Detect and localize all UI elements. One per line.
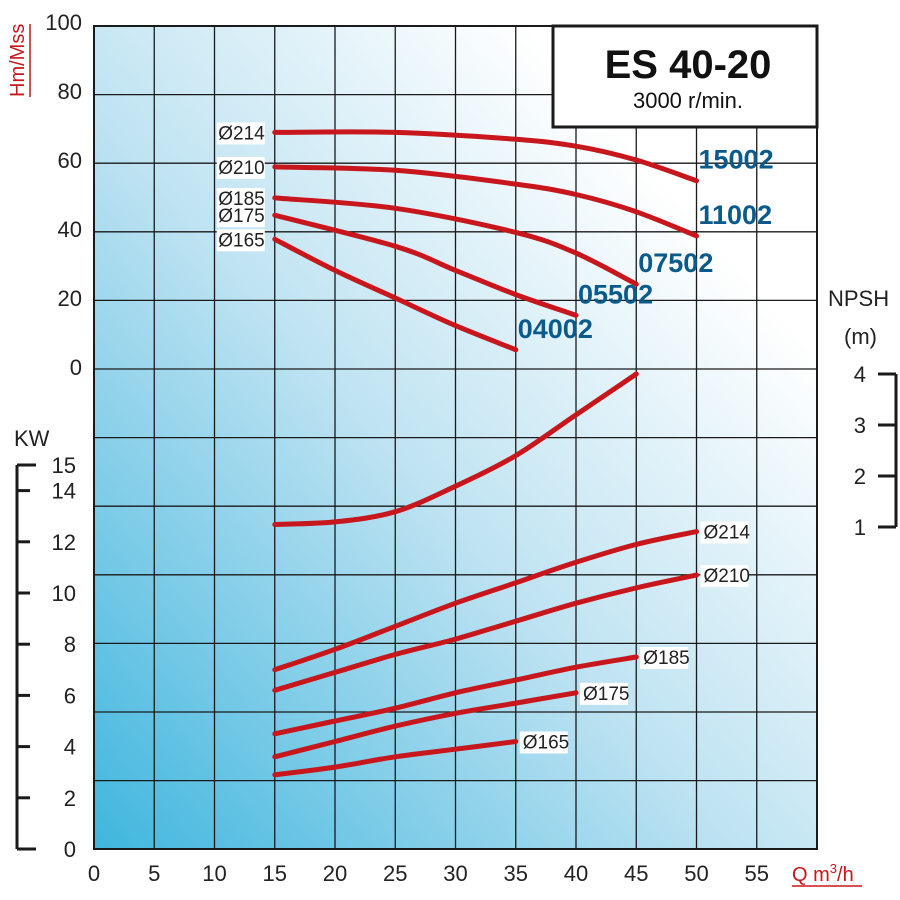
x-tick-label: 30 [443,861,467,886]
npsh-tick-label: 3 [854,413,866,438]
power-axis-bracket [15,463,36,851]
label-backdrop [640,647,689,669]
power-curve [272,739,519,778]
power-tick-label: 6 [64,683,76,708]
x-tick-label: 40 [564,861,588,886]
pump-model-label: 04002 [518,314,593,344]
grid [94,26,817,849]
power-curve [272,690,579,760]
npsh-axis-label: NPSH [828,286,889,311]
power-tick-label: 10 [52,581,76,606]
head-curve-diameter-label: Ø210 [218,158,264,179]
title-box: ES 40-20 3000 r/min. [551,24,819,129]
power-curve [272,529,699,673]
x-tick-label: 45 [624,861,648,886]
head-tick-label: 40 [58,217,82,242]
head-curve [272,236,519,353]
head-curve [272,212,579,318]
label-backdrop [216,187,265,210]
plot-frame [93,25,818,850]
head-tick-label: 20 [58,286,82,311]
x-tick-label: 50 [684,861,708,886]
pump-model-label: 07502 [638,248,713,278]
label-backdrop [216,205,265,228]
chart-subtitle: 3000 r/min. [633,88,743,113]
chart-title: ES 40-20 [605,43,772,87]
pump-model-label: 05502 [578,279,653,309]
power-axis-label: KW [14,426,50,451]
head-tick-label: 60 [58,148,82,173]
power-tick-label: 2 [64,786,76,811]
label-backdrop [580,682,628,705]
head-tick-label: 100 [45,10,82,35]
label-backdrop [216,229,265,252]
power-tick-label: 4 [64,735,76,760]
power-curve-diameter-label: Ø165 [523,732,569,753]
label-backdrop [700,521,749,544]
x-tick-label: 10 [202,861,226,886]
x-tick-label: 0 [88,861,100,886]
power-curve-diameter-label: Ø214 [704,523,751,544]
npsh-tick-labels: 1 2 3 4 [854,362,896,540]
npsh-axis-bracket [878,372,898,529]
power-curve [272,572,699,693]
curve-labels: Ø214 15002 Ø210 11002 Ø185 07502 Ø175 05502 Ø165… [216,122,774,754]
npsh-axis-unit: (m) [844,324,877,349]
power-curve-diameter-label: Ø210 [704,566,750,587]
npsh-tick-label: 1 [854,515,866,540]
x-axis-label: Q m3/h [792,861,854,886]
npsh-tick-label: 4 [854,362,866,387]
power-tick-label: 12 [52,530,76,555]
title-box-frame [551,24,819,129]
head-curve [272,129,699,184]
power-curves [272,529,699,778]
head-tick-labels: 0 20 40 60 80 100 [45,10,82,380]
power-tick-label: 14 [52,479,76,504]
x-tick-label: 55 [745,861,769,886]
npsh-tick-label: 2 [854,464,866,489]
label-backdrop [519,731,568,754]
x-tick-label: 25 [383,861,407,886]
x-tick-labels: 0 5 10 15 20 25 30 35 40 45 50 55 [88,861,769,886]
power-curve [272,654,639,737]
npsh-curve [272,371,639,527]
head-curve-diameter-label: Ø165 [218,230,264,251]
x-tick-label: 15 [263,861,287,886]
head-curves [272,129,699,353]
npsh-curve-line [272,371,639,527]
head-axis-label: Hm/Mss [7,24,29,97]
head-tick-label: 0 [70,355,82,380]
power-tick-label: 15 [52,453,76,478]
power-tick-label: 0 [64,837,76,862]
power-curve-diameter-label: Ø175 [583,684,629,705]
head-curve [272,195,639,287]
label-backdrop [216,122,265,145]
head-tick-label: 80 [58,79,82,104]
head-curve-diameter-label: Ø175 [218,206,264,227]
x-tick-label: 20 [323,861,347,886]
x-tick-label: 35 [504,861,528,886]
label-backdrop [700,565,749,588]
pump-model-label: 15002 [699,145,774,175]
power-tick-label: 8 [64,632,76,657]
power-curve-diameter-label: Ø185 [643,648,689,669]
head-curve [272,164,699,239]
head-curve-diameter-label: Ø185 [218,189,264,210]
label-backdrop [216,156,265,179]
head-curve-diameter-label: Ø214 [218,123,265,144]
x-tick-label: 5 [148,861,160,886]
pump-model-label: 11002 [699,200,773,230]
